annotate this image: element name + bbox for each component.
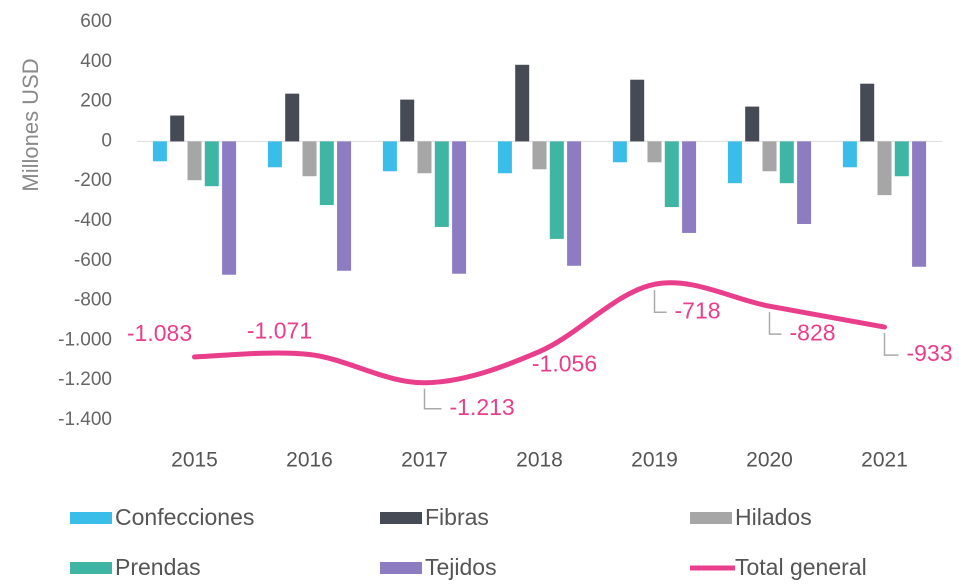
legend-label: Total general [735,554,867,580]
y-tick-label: -200 [74,170,112,191]
data-label: -933 [907,340,953,366]
bar [567,141,582,266]
data-label: -828 [790,319,836,345]
y-tick-label: 0 [101,130,112,151]
y-tick-label: -600 [74,250,112,271]
bar [152,141,167,162]
bar [204,141,219,187]
data-label: -1.213 [450,394,515,420]
legend-swatch [70,512,112,524]
bar [452,141,467,274]
legend-swatch [70,562,112,574]
bar [877,141,892,196]
bar [860,83,875,142]
bar [319,141,334,206]
bar [285,93,300,142]
x-tick-label: 2015 [171,449,218,472]
x-tick-label: 2021 [861,449,908,472]
y-axis-title: Millones USD [18,58,43,191]
y-tick-label: 200 [80,91,112,112]
bar [612,141,627,163]
bar [630,79,645,142]
legend-label: Hilados [735,504,812,530]
legend-label: Fibras [425,504,489,530]
legend-label: Prendas [115,554,201,580]
bar [515,64,530,142]
bar [842,141,857,168]
bar [912,141,927,267]
data-label: -718 [675,297,721,323]
x-tick-label: 2016 [286,449,333,472]
legend-label: Confecciones [115,504,254,530]
bar [647,141,662,163]
bar [337,141,352,271]
data-label: -1.083 [127,320,192,346]
y-tick-label: -1.400 [58,409,112,430]
bar [727,141,742,184]
legend-swatch [380,512,422,524]
bar [745,106,760,142]
x-tick-label: 2020 [746,449,793,472]
bar [302,141,317,177]
legend-swatch [380,562,422,574]
bar [532,141,547,170]
bar [267,141,282,168]
bar [797,141,812,224]
bar [762,141,777,172]
bar [682,141,697,233]
bar [400,99,415,142]
line [192,280,887,386]
legend-label: Tejidos [425,554,497,580]
leader-line [768,312,782,335]
y-tick-label: 600 [80,11,112,32]
bar [417,141,432,174]
data-label: -1.071 [247,318,312,344]
bar [170,115,185,142]
bar [497,141,512,174]
y-tick-label: -800 [74,290,112,311]
x-tick-label: 2018 [516,449,563,472]
x-tick-label: 2019 [631,449,678,472]
bar [434,141,449,227]
leader-line [423,388,442,410]
bar [222,141,237,275]
bar [382,141,397,172]
y-tick-label: -1.200 [58,369,112,390]
x-tick-label: 2017 [401,449,448,472]
bar [549,141,564,239]
bar [779,141,794,184]
y-tick-label: 400 [80,51,112,72]
y-tick-label: -1.000 [58,329,112,350]
legend-swatch [690,512,732,524]
bar [894,141,909,177]
leader-line [653,290,667,314]
data-label: -1.056 [532,351,597,377]
bar [664,141,679,208]
bar [187,141,202,181]
y-tick-label: -400 [74,210,112,231]
leader-line [883,333,899,356]
